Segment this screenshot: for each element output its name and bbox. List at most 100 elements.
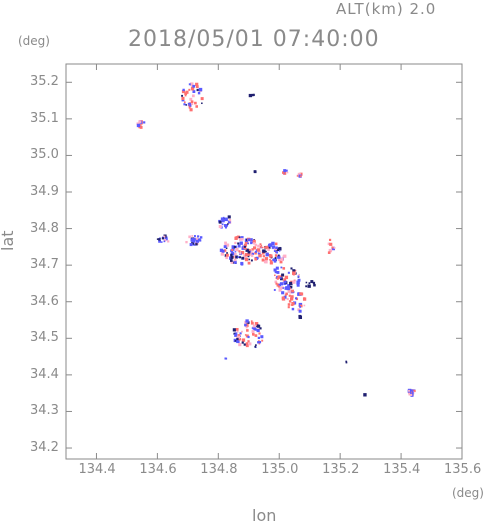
data-point	[235, 327, 239, 331]
data-point	[277, 285, 280, 288]
data-point	[240, 250, 245, 255]
data-point	[195, 105, 198, 108]
data-point	[189, 108, 193, 112]
data-point	[331, 246, 335, 251]
data-point	[244, 334, 247, 336]
data-point	[188, 88, 191, 91]
data-point	[273, 268, 277, 272]
data-point	[244, 245, 247, 248]
data-point	[274, 274, 276, 277]
data-point	[278, 247, 282, 251]
data-point	[231, 245, 236, 249]
data-point	[254, 334, 258, 337]
tick-marks	[66, 64, 463, 459]
data-point	[191, 94, 195, 98]
data-point	[297, 292, 301, 296]
data-point	[273, 258, 275, 260]
data-point	[198, 238, 201, 241]
data-point	[181, 96, 185, 100]
data-point	[260, 335, 264, 339]
data-point	[264, 260, 268, 264]
data-point	[232, 328, 237, 332]
data-point	[329, 242, 333, 246]
data-point	[281, 291, 285, 295]
data-point	[255, 344, 257, 346]
plot-frame	[65, 63, 463, 460]
data-point	[258, 342, 261, 345]
data-point	[299, 292, 303, 296]
data-point	[158, 238, 161, 241]
data-point	[308, 282, 311, 285]
data-point	[187, 102, 191, 106]
data-point	[225, 247, 228, 249]
data-point	[252, 239, 256, 244]
data-point	[196, 88, 199, 92]
data-point	[286, 297, 289, 301]
data-point	[139, 124, 142, 126]
data-point	[191, 235, 194, 237]
data-point	[239, 252, 242, 255]
data-point	[289, 297, 294, 301]
data-point	[225, 253, 229, 257]
data-point	[248, 258, 251, 261]
data-point	[245, 344, 249, 348]
data-point	[251, 330, 255, 334]
data-point	[284, 275, 289, 280]
data-point	[259, 245, 262, 248]
data-point	[297, 278, 301, 282]
data-point	[273, 258, 277, 262]
data-point	[243, 254, 246, 258]
data-point	[283, 278, 287, 282]
y-tick-label: 34.9	[30, 184, 59, 199]
data-point	[181, 89, 186, 94]
data-point	[408, 392, 411, 395]
data-point	[158, 239, 162, 243]
data-point	[299, 305, 302, 308]
data-point	[254, 243, 257, 247]
data-point	[244, 240, 248, 244]
data-point	[188, 83, 191, 86]
data-point	[256, 328, 260, 333]
data-point	[284, 287, 288, 290]
data-point	[287, 284, 291, 288]
data-point	[238, 250, 241, 253]
data-point	[243, 243, 247, 247]
data-point	[251, 93, 254, 97]
data-point	[327, 242, 331, 246]
altitude-label: ALT(km) 2.0	[336, 0, 437, 18]
data-point	[220, 252, 224, 256]
data-point	[161, 237, 165, 240]
data-point	[273, 289, 276, 291]
data-point	[234, 250, 237, 253]
data-point	[282, 287, 285, 289]
data-point	[195, 243, 198, 246]
data-point	[156, 238, 159, 240]
data-point	[259, 243, 262, 246]
data-point	[285, 169, 288, 172]
data-point	[279, 260, 283, 264]
data-point	[281, 273, 285, 277]
data-point	[303, 304, 306, 307]
data-point	[327, 251, 331, 254]
data-point	[254, 322, 259, 326]
data-point	[279, 282, 284, 286]
data-point	[233, 252, 237, 256]
data-point	[258, 252, 260, 255]
data-point	[296, 174, 299, 177]
data-point	[225, 256, 229, 260]
data-point	[256, 248, 261, 252]
data-point	[251, 252, 254, 256]
data-point	[307, 284, 311, 288]
data-point	[195, 85, 199, 89]
data-point	[289, 281, 293, 286]
data-point	[191, 88, 194, 91]
data-point	[258, 340, 260, 342]
data-point	[228, 219, 232, 222]
data-point	[257, 341, 260, 344]
data-point	[277, 255, 281, 259]
data-point	[279, 246, 281, 249]
data-point	[252, 93, 255, 97]
data-point	[236, 235, 240, 239]
data-point	[252, 246, 257, 250]
